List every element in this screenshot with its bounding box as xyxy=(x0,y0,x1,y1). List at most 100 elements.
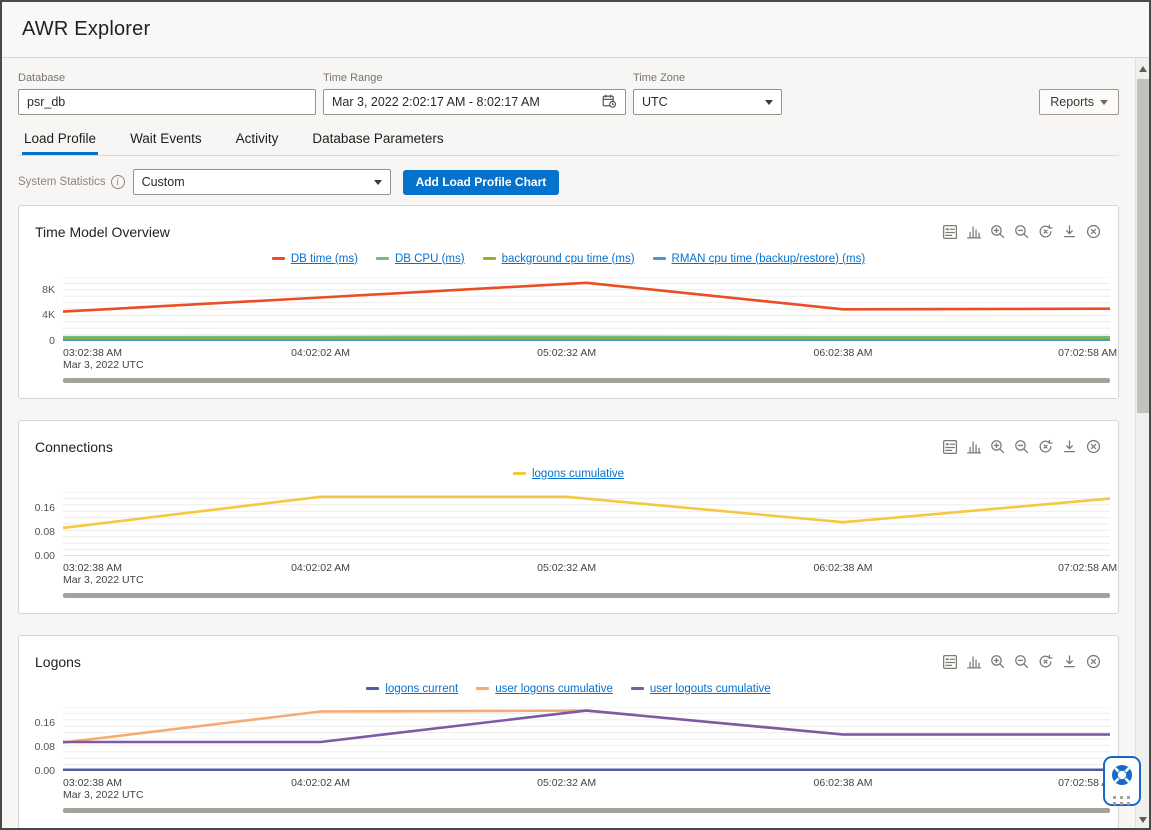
tab-wait-events[interactable]: Wait Events xyxy=(130,131,202,146)
tab-activity[interactable]: Activity xyxy=(235,131,279,146)
reset-zoom-icon[interactable] xyxy=(1037,438,1054,455)
info-icon[interactable]: i xyxy=(110,175,125,189)
system-statistics-label: System Statistics i xyxy=(18,175,125,189)
chart-toolbar xyxy=(941,223,1102,240)
legend-item-logons-cumulative[interactable]: logons cumulative xyxy=(512,468,624,480)
reset-zoom-icon[interactable] xyxy=(1037,653,1054,670)
legend-item-db-cpu-ms-[interactable]: DB CPU (ms) xyxy=(375,253,465,265)
reports-button-label: Reports xyxy=(1050,95,1094,109)
close-icon[interactable] xyxy=(1085,438,1102,455)
vertical-scrollbar[interactable] xyxy=(1135,58,1149,828)
legend-item-rman-cpu-time-backup-restore-ms-[interactable]: RMAN cpu time (backup/restore) (ms) xyxy=(652,252,866,265)
chart-plot-area[interactable] xyxy=(63,492,1110,556)
zoom-out-icon[interactable] xyxy=(1013,653,1030,670)
calendar-clock-icon[interactable] xyxy=(601,93,617,112)
legend-item-user-logouts-cumulative[interactable]: user logouts cumulative xyxy=(630,683,771,695)
y-axis: 0.16 0.08 0.00 xyxy=(19,707,63,777)
life-ring-icon[interactable] xyxy=(1109,762,1135,793)
legend-item-db-time-ms-[interactable]: DB time (ms) xyxy=(271,253,358,265)
y-tick-label: 0.00 xyxy=(34,765,55,777)
view-data-icon[interactable] xyxy=(941,223,958,240)
database-value: psr_db xyxy=(27,95,66,109)
chart-card-connections: Connections logons cumulative 0.16 0.08 0.00… xyxy=(18,420,1119,614)
download-icon[interactable] xyxy=(1061,223,1078,240)
chart-horizontal-scrollbar[interactable] xyxy=(63,378,1110,383)
y-tick-label: 0.08 xyxy=(34,525,55,538)
scroll-down-arrow-icon[interactable] xyxy=(1136,812,1149,827)
close-icon[interactable] xyxy=(1085,223,1102,240)
database-field-group: Database psr_db xyxy=(18,72,316,115)
help-widget[interactable] xyxy=(1103,756,1141,806)
zoom-out-icon[interactable] xyxy=(1013,438,1030,455)
chevron-down-icon xyxy=(1100,99,1108,105)
scroll-up-arrow-icon[interactable] xyxy=(1136,61,1149,76)
legend-label: RMAN cpu time (backup/restore) (ms) xyxy=(671,252,866,265)
zoom-in-icon[interactable] xyxy=(989,653,1006,670)
legend-item-background-cpu-time-ms-[interactable]: background cpu time (ms) xyxy=(482,253,635,265)
legend-dash-icon xyxy=(366,687,380,690)
chart-title: Time Model Overview xyxy=(35,223,170,240)
statistics-select[interactable]: Custom xyxy=(132,169,391,195)
x-tick-label: 06:02:38 AM xyxy=(813,347,873,359)
chart-list: Time Model Overview DB time (ms) DB CPU (m… xyxy=(18,205,1119,828)
chart-plot-area[interactable] xyxy=(63,277,1110,341)
legend-label: logons current xyxy=(385,682,459,695)
time-range-field-group: Time Range Mar 3, 2022 2:02:17 AM - 8:02… xyxy=(323,72,626,115)
chart-legend: logons current user logons cumulative user… xyxy=(19,681,1118,696)
tab-database-parameters[interactable]: Database Parameters xyxy=(312,131,444,146)
x-tick-label: 05:02:32 AM xyxy=(537,777,597,789)
chart-toolbar xyxy=(941,438,1102,455)
view-data-icon[interactable] xyxy=(941,653,958,670)
legend-dash-icon xyxy=(630,687,644,690)
x-axis: 03:02:38 AM 04:02:02 AM 05:02:32 AM 06:02:3… xyxy=(63,345,1117,371)
x-tick-label: 06:02:38 AM xyxy=(813,777,873,789)
time-range-input[interactable]: Mar 3, 2022 2:02:17 AM - 8:02:17 AM xyxy=(323,89,626,115)
chart-legend: DB time (ms) DB CPU (ms) background cpu ti… xyxy=(19,251,1118,266)
y-tick-label: 0.08 xyxy=(34,740,55,753)
close-icon[interactable] xyxy=(1085,653,1102,670)
view-data-icon[interactable] xyxy=(941,438,958,455)
x-tick-label: 07:02:58 AM xyxy=(1058,347,1118,359)
zoom-out-icon[interactable] xyxy=(1013,223,1030,240)
chart-toolbar xyxy=(941,653,1102,670)
page-header: AWR Explorer xyxy=(2,2,1149,58)
legend-item-logons-current[interactable]: logons current xyxy=(366,683,458,695)
reports-button[interactable]: Reports xyxy=(1039,89,1119,115)
zoom-in-icon[interactable] xyxy=(989,438,1006,455)
controls-bar: System Statistics i Custom Add Load Prof… xyxy=(18,169,1119,195)
time-range-label: Time Range xyxy=(323,72,383,84)
bar-chart-icon[interactable] xyxy=(965,438,982,455)
tab-load-profile[interactable]: Load Profile xyxy=(22,129,99,155)
time-range-value: Mar 3, 2022 2:02:17 AM - 8:02:17 AM xyxy=(332,95,540,109)
time-zone-select[interactable]: UTC xyxy=(633,89,782,115)
chart-horizontal-scrollbar[interactable] xyxy=(63,808,1110,813)
chart-horizontal-scrollbar[interactable] xyxy=(63,593,1110,598)
y-tick-label: 0.00 xyxy=(34,550,55,562)
legend-item-user-logons-cumulative[interactable]: user logons cumulative xyxy=(476,683,613,695)
zoom-in-icon[interactable] xyxy=(989,223,1006,240)
download-icon[interactable] xyxy=(1061,438,1078,455)
reset-zoom-icon[interactable] xyxy=(1037,223,1054,240)
legend-dash-icon xyxy=(476,687,490,690)
x-axis: 03:02:38 AM 04:02:02 AM 05:02:32 AM 06:02:3… xyxy=(63,560,1117,586)
drag-dots-icon[interactable] xyxy=(1113,796,1131,805)
legend-label: user logons cumulative xyxy=(495,682,613,695)
chart-title: Connections xyxy=(35,438,113,455)
chart-plot-area[interactable] xyxy=(63,707,1110,771)
chart-title: Logons xyxy=(35,653,81,670)
tab-bar: Load Profile Wait Events Activity Database … xyxy=(18,129,1119,156)
x-tick-label: 06:02:38 AM xyxy=(813,562,873,574)
bar-chart-icon[interactable] xyxy=(965,653,982,670)
database-input[interactable]: psr_db xyxy=(18,89,316,115)
scrollbar-thumb[interactable] xyxy=(1137,79,1149,413)
bar-chart-icon[interactable] xyxy=(965,223,982,240)
x-tick-label: 03:02:38 AM xyxy=(63,347,122,359)
x-tick-label: 04:02:02 AM xyxy=(291,777,351,789)
y-tick-label: 4K xyxy=(42,309,55,322)
x-tick-label: 07:02:58 AM xyxy=(1058,562,1118,574)
series-line-user-logouts-cumulative xyxy=(63,711,1110,742)
download-icon[interactable] xyxy=(1061,653,1078,670)
chart-card-time-model-overview: Time Model Overview DB time (ms) DB CPU (m… xyxy=(18,205,1119,399)
add-load-profile-chart-button[interactable]: Add Load Profile Chart xyxy=(402,169,560,195)
